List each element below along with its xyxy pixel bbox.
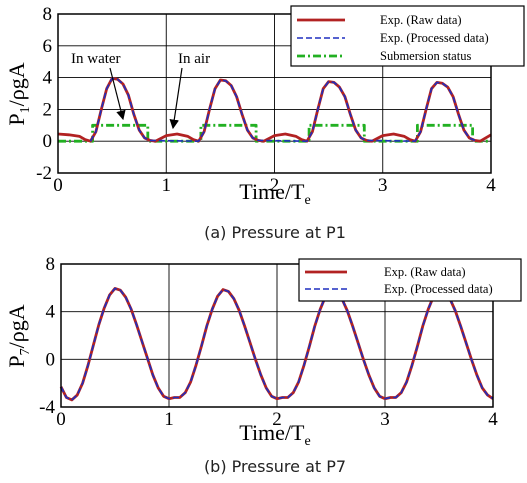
- annotation-box-in-air: [174, 48, 222, 68]
- y-tick-label-a-4: 6: [43, 36, 53, 57]
- annotation-in-air: In air: [178, 51, 210, 67]
- y-tick-label-a-0: -2: [36, 163, 52, 184]
- y-axis-label-a: P1/ρgA: [4, 62, 33, 125]
- legend-label-processed-b: Exp. (Processed data): [384, 282, 493, 296]
- y-tick-label-a-5: 8: [43, 4, 53, 25]
- annotation-in-water: In water: [71, 51, 121, 67]
- y-tick-label-b-3: 8: [46, 254, 56, 275]
- plot-frame-b: [60, 263, 494, 408]
- x-tick-label-b-0: 0: [56, 409, 66, 430]
- y-tick-label-b-0: -4: [39, 397, 55, 418]
- legend-label-submersion-a: Submersion status: [380, 49, 471, 63]
- x-tick-label-a-3: 3: [378, 175, 388, 196]
- legend-label-processed-a: Exp. (Processed data): [380, 31, 489, 45]
- y-tick-label-a-1: 0: [43, 131, 53, 152]
- legend-label-raw-b: Exp. (Raw data): [384, 265, 466, 279]
- legend-a: Exp. (Raw data) Exp. (Processed data) Su…: [290, 5, 525, 67]
- legend-b: Exp. (Raw data) Exp. (Processed data): [298, 258, 522, 302]
- y-tick-label-a-3: 4: [43, 68, 53, 89]
- x-tick-label-b-2: 2: [272, 409, 282, 430]
- annotation-arrow-in-water: [109, 67, 126, 121]
- x-axis-label-a: Time/Te: [239, 179, 310, 208]
- annotations-a: In water In air: [66, 48, 222, 130]
- series-group-a: [57, 77, 492, 143]
- y-tick-label-a-2: 2: [43, 99, 53, 120]
- legend-box-b: [298, 258, 522, 302]
- plot-frame-a: [57, 13, 492, 174]
- series-group-b: [59, 286, 494, 402]
- caption-b: (b) Pressure at P7: [204, 457, 346, 476]
- annotation-box-in-water: [66, 48, 136, 68]
- x-tick-label-a-2: 2: [270, 175, 280, 196]
- x-axis-label-b: Time/Te: [239, 420, 310, 449]
- series-line-a-exp-processed-data: [89, 77, 476, 142]
- x-tick-label-a-0: 0: [53, 175, 63, 196]
- series-line-b-exp-processed-data: [60, 287, 494, 401]
- x-tick-label-a-4: 4: [486, 175, 496, 196]
- x-tick-label-b-4: 4: [488, 409, 498, 430]
- y-tick-label-b-2: 4: [46, 302, 56, 323]
- y-axis-label-b: P7/ρgA: [4, 304, 33, 367]
- legend-label-raw-a: Exp. (Raw data): [380, 13, 462, 27]
- caption-a: (a) Pressure at P1: [204, 223, 346, 242]
- annotation-arrow-in-air: [169, 67, 183, 130]
- y-tick-label-b-1: 0: [46, 349, 56, 370]
- x-tick-label-b-1: 1: [164, 409, 174, 430]
- x-tick-label-a-1: 1: [162, 175, 172, 196]
- x-tick-label-b-3: 3: [380, 409, 390, 430]
